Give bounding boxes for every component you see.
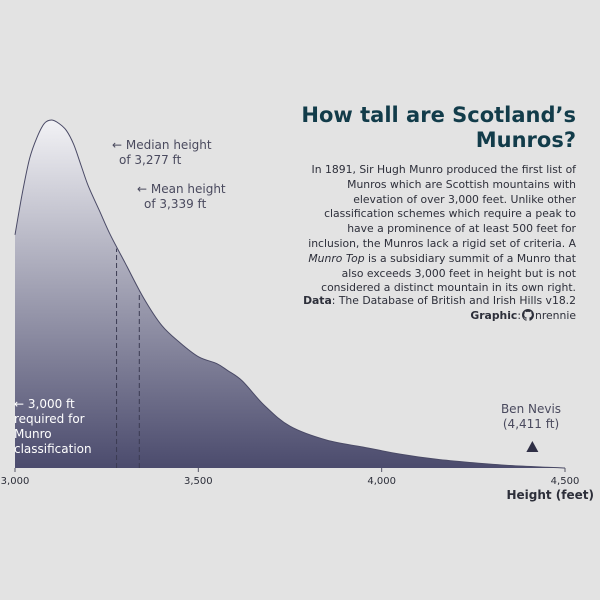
- subtitle-emphasis: Munro Top: [308, 251, 365, 265]
- subtitle-text-part1: In 1891, Sir Hugh Munro produced the fir…: [308, 163, 576, 250]
- chart-subtitle: In 1891, Sir Hugh Munro produced the fir…: [296, 163, 576, 296]
- density-area: [15, 120, 565, 468]
- threshold-annotation-line1: ← 3,000 ft: [14, 397, 75, 411]
- graphic-credit-line: Graphic: nrennie: [280, 308, 576, 323]
- graphic-colon: :: [517, 309, 521, 322]
- mean-annotation: ← Mean height of 3,339 ft: [137, 182, 226, 212]
- graphic-author: nrennie: [534, 309, 576, 322]
- density-outline: [14, 119, 566, 469]
- x-axis-title: Height (feet): [506, 488, 594, 502]
- ben-nevis-triangle-marker: [526, 441, 539, 452]
- data-source: : The Database of British and Irish Hill…: [331, 294, 576, 307]
- chart-title: How tall are Scotland’s Munros?: [301, 103, 576, 152]
- ben-nevis-annotation: Ben Nevis (4,411 ft): [488, 402, 574, 432]
- threshold-annotation-line2: required for: [14, 412, 85, 426]
- data-label: Data: [303, 294, 332, 307]
- median-annotation-line2: of 3,277 ft: [119, 153, 182, 167]
- mean-annotation-line2: of 3,339 ft: [144, 197, 207, 211]
- threshold-annotation-line4: classification: [14, 442, 92, 456]
- data-source-line: Data: The Database of British and Irish …: [280, 293, 576, 308]
- caption: Data: The Database of British and Irish …: [280, 293, 576, 323]
- x-tick-label-3000: 3,000: [1, 476, 30, 487]
- x-axis: 3,000 3,500 4,000 4,500: [1, 468, 580, 487]
- mean-annotation-line1: ← Mean height: [137, 182, 226, 196]
- x-tick-label-4500: 4,500: [551, 476, 580, 487]
- ben-nevis-annotation-line1: Ben Nevis: [500, 402, 562, 416]
- median-annotation-line1: ← Median height: [112, 138, 212, 152]
- x-tick-label-4000: 4,000: [367, 476, 396, 487]
- median-annotation: ← Median height of 3,277 ft: [112, 138, 212, 168]
- subtitle-text-part2: is a subsidiary summit of a Munro that a…: [321, 251, 576, 295]
- x-tick-label-3500: 3,500: [184, 476, 213, 487]
- github-icon: [521, 309, 534, 321]
- threshold-annotation-line3: Munro: [14, 427, 52, 441]
- threshold-annotation: ← 3,000 ft required for Munro classifica…: [14, 397, 92, 457]
- ben-nevis-annotation-line2: (4,411 ft): [502, 417, 560, 431]
- graphic-label: Graphic: [470, 309, 518, 322]
